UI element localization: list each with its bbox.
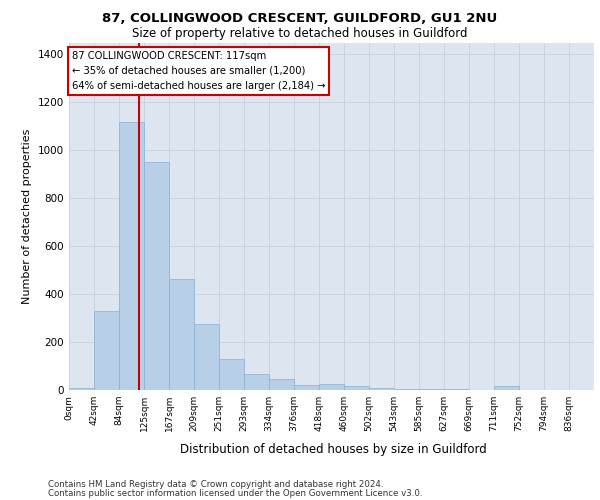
Bar [144, 162, 169, 390]
Bar [319, 384, 344, 390]
Bar [269, 379, 294, 390]
Bar [194, 324, 219, 390]
Text: Size of property relative to detached houses in Guildford: Size of property relative to detached ho… [132, 28, 468, 40]
Bar [94, 311, 119, 390]
Text: 87 COLLINGWOOD CRESCENT: 117sqm
← 35% of detached houses are smaller (1,200)
64%: 87 COLLINGWOOD CRESCENT: 117sqm ← 35% of… [71, 51, 325, 91]
Text: 87, COLLINGWOOD CRESCENT, GUILDFORD, GU1 2NU: 87, COLLINGWOOD CRESCENT, GUILDFORD, GU1… [103, 12, 497, 26]
Bar [444, 389, 469, 390]
Bar [119, 122, 144, 390]
Bar [244, 374, 269, 390]
Text: Distribution of detached houses by size in Guildford: Distribution of detached houses by size … [179, 442, 487, 456]
Bar [419, 389, 444, 390]
Bar [494, 386, 519, 390]
Text: Contains public sector information licensed under the Open Government Licence v3: Contains public sector information licen… [48, 488, 422, 498]
Bar [219, 359, 244, 390]
Bar [69, 388, 94, 390]
Bar [369, 388, 394, 390]
Bar [394, 389, 419, 390]
Bar [169, 278, 194, 390]
Bar [344, 386, 369, 390]
Y-axis label: Number of detached properties: Number of detached properties [22, 128, 32, 304]
Text: Contains HM Land Registry data © Crown copyright and database right 2024.: Contains HM Land Registry data © Crown c… [48, 480, 383, 489]
Bar [294, 385, 319, 390]
